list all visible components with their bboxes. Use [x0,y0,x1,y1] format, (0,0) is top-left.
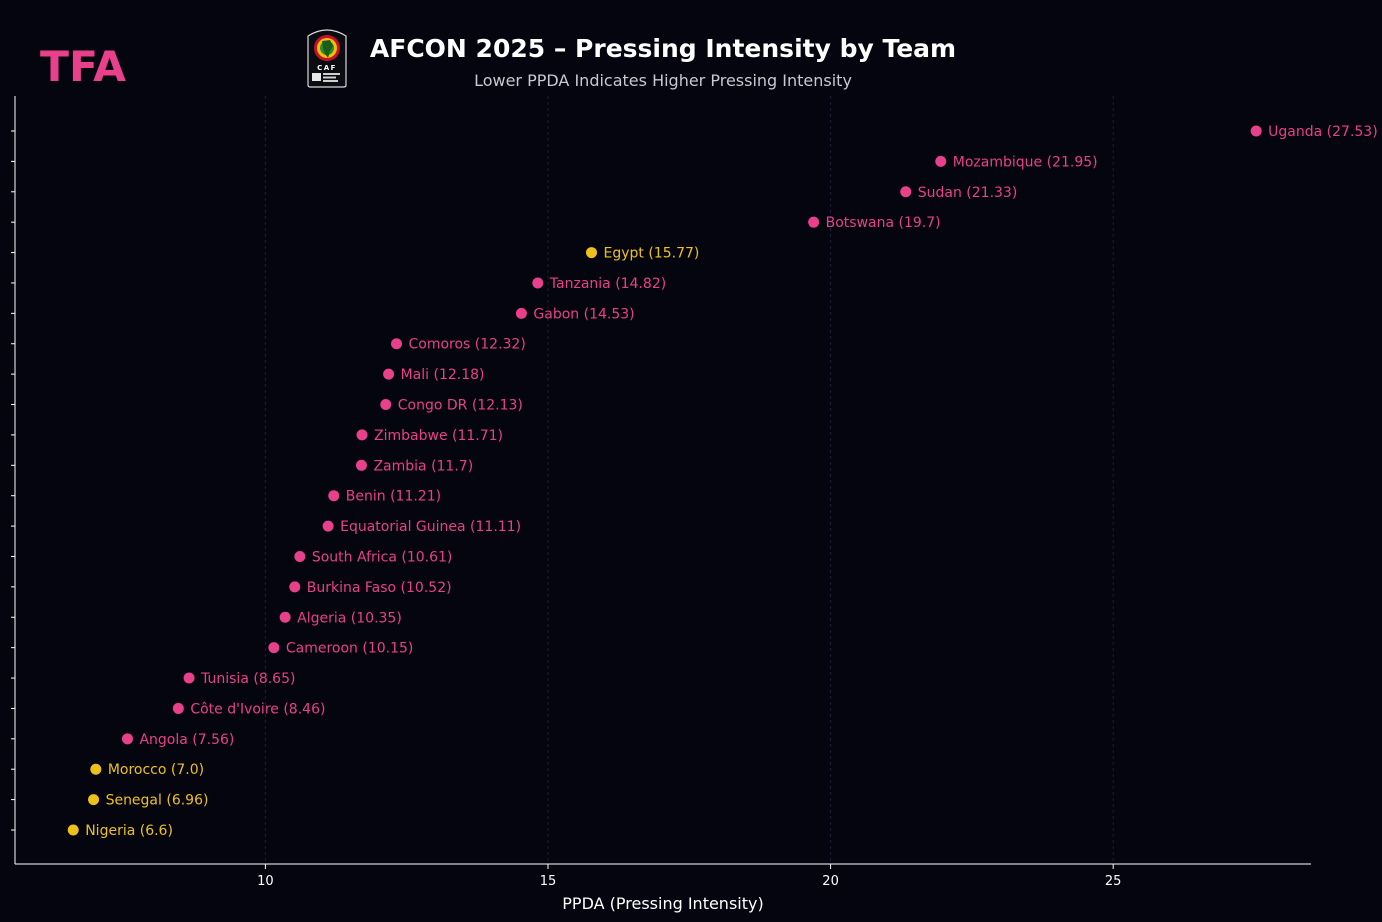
data-point-label: Cameroon (10.15) [286,641,414,657]
data-point [900,186,912,198]
data-point-label: Côte d'Ivoire (8.46) [190,701,325,717]
x-tick-label: 15 [540,874,557,889]
data-point [67,824,79,836]
data-point [322,520,334,532]
x-axis-label: PPDA (Pressing Intensity) [562,894,763,913]
data-point [90,763,102,775]
data-point [383,368,395,380]
data-point [380,399,392,411]
y-axis-ticks [11,130,15,831]
axes [14,96,1311,865]
tfa-logo-text: TFA [40,44,126,86]
tfa-logo: TFA [40,44,126,86]
data-point [515,307,527,319]
data-point [586,247,598,259]
data-point [808,216,820,228]
chart-title: AFCON 2025 – Pressing Intensity by Team [369,34,957,63]
data-point-label: Gabon (14.53) [533,306,634,322]
data-point [172,702,184,714]
data-point [1250,125,1262,137]
data-point-label: Zambia (11.7) [373,458,473,474]
data-point-label: Egypt (15.77) [604,246,700,262]
x-axis-ticks: 10 15 20 25 [257,864,1121,889]
data-point [88,794,100,806]
caf-badge-icon: CAF [307,29,347,88]
data-point [532,277,544,289]
data-point [391,338,403,350]
data-point-label: Algeria (10.35) [297,610,402,626]
data-point [268,642,280,654]
data-point-label: Congo DR (12.13) [398,398,523,414]
chart-subtitle: Lower PPDA Indicates Higher Pressing Int… [474,71,852,90]
data-point-label: Morocco (7.0) [108,762,204,778]
data-point-label: Comoros (12.32) [409,337,526,353]
data-point-label: Botswana (19.7) [826,215,941,231]
data-point-label: Equatorial Guinea (11.11) [340,519,521,535]
data-point-label: Uganda (27.53) [1268,124,1378,140]
data-point-label: Mozambique (21.95) [953,154,1098,170]
data-point-label: Angola (7.56) [139,732,234,748]
data-point [356,429,368,441]
data-point-label: South Africa (10.61) [312,549,453,565]
data-points: Uganda (27.53) Mozambique (21.95) Sudan (2… [67,124,1378,839]
data-point-label: Mali (12.18) [401,367,485,383]
data-point-label: Tanzania (14.82) [549,276,666,292]
data-point [328,490,340,502]
data-point [935,155,947,167]
data-point-label: Tunisia (8.65) [200,671,295,687]
data-point-label: Sudan (21.33) [918,185,1018,201]
data-point [121,733,133,745]
data-point-label: Senegal (6.96) [106,793,209,809]
data-point [289,581,301,593]
data-point [279,611,291,623]
x-tick-label: 25 [1105,874,1122,889]
data-point [294,550,306,562]
badge-text: CAF [317,64,337,72]
grid-lines [264,96,1114,864]
data-point-label: Nigeria (6.6) [85,823,173,839]
data-point [355,459,367,471]
data-point-label: Burkina Faso (10.52) [307,580,452,596]
x-tick-label: 10 [257,874,274,889]
data-point [183,672,195,684]
data-point-label: Benin (11.21) [346,489,441,505]
x-tick-label: 20 [822,874,839,889]
data-point-label: Zimbabwe (11.71) [374,428,503,444]
